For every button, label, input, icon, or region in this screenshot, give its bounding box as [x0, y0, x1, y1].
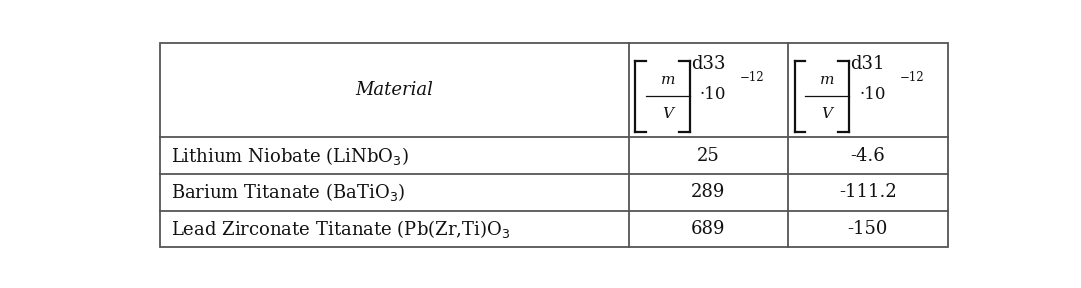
Text: Lithium Niobate (LiNbO$_3$): Lithium Niobate (LiNbO$_3$)	[171, 145, 409, 167]
Text: d33: d33	[691, 55, 725, 73]
Text: ·10: ·10	[699, 86, 726, 103]
Text: V: V	[663, 107, 673, 121]
Text: −12: −12	[739, 71, 764, 84]
Text: −12: −12	[899, 71, 924, 84]
Text: 25: 25	[697, 147, 720, 165]
Text: Material: Material	[356, 81, 433, 99]
Text: Barium Titanate (BaTiO$_3$): Barium Titanate (BaTiO$_3$)	[171, 181, 405, 203]
Text: m: m	[660, 73, 675, 87]
Text: V: V	[822, 107, 832, 121]
Text: -150: -150	[848, 220, 888, 238]
Text: m: m	[820, 73, 835, 87]
Text: 289: 289	[691, 183, 725, 201]
Text: 689: 689	[691, 220, 725, 238]
Text: -4.6: -4.6	[851, 147, 885, 165]
Text: ·10: ·10	[859, 86, 885, 103]
Text: -111.2: -111.2	[839, 183, 897, 201]
Text: d31: d31	[851, 55, 885, 73]
Text: Lead Zirconate Titanate (Pb(Zr,Ti)O$_3$: Lead Zirconate Titanate (Pb(Zr,Ti)O$_3$	[171, 218, 510, 240]
